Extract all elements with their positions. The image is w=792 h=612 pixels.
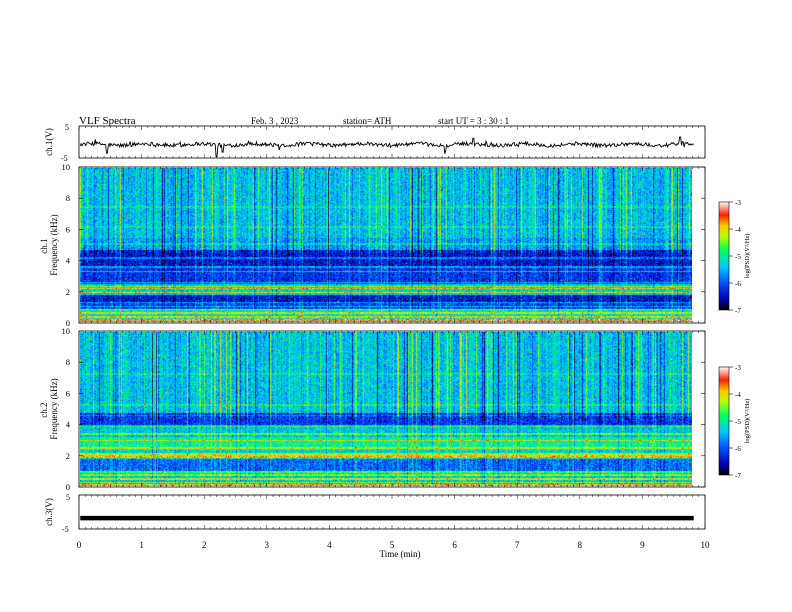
frequency-tick-label-4: 4 [66, 256, 71, 266]
time-tick-label-10: 10 [701, 540, 711, 550]
ch1-spectrogram-ticks [78, 167, 706, 323]
figure-title: VLF Spectra [79, 115, 136, 127]
ch1-channel-label: ch.1 [39, 239, 49, 254]
time-tick-label-8: 8 [578, 540, 583, 550]
colorbar-tick-label--5: -5 [735, 418, 741, 426]
ch1-frequency-unit-label: Frequency (kHz) [49, 214, 59, 275]
ch2-spectrogram-ticks [78, 331, 706, 487]
date-label: Feb. 3 , 2023 [251, 116, 299, 126]
ch2-frequency-tick-labels: 0 2 4 6 8 10 [62, 326, 705, 492]
colorbar-tick-label--5: -5 [735, 253, 741, 261]
ch2-frequency-ylabel: ch.2 Frequency (kHz) [39, 378, 59, 439]
frequency-tick-label-6: 6 [66, 224, 70, 234]
ch3-waveform-ylabel: ch.3(V) [44, 498, 54, 526]
ch3-ytick-top: 5 [66, 493, 70, 502]
colorbar-tick-label--4: -4 [735, 391, 741, 399]
ch1-ytick-bottom: -5 [61, 154, 68, 163]
frequency-tick-label-4: 4 [66, 420, 71, 430]
colorbar-tick-label--7: -7 [735, 307, 741, 315]
time-axis: 0 1 2 3 4 5 6 7 8 9 10 [77, 540, 710, 550]
ch1-waveform-ticks [78, 126, 706, 158]
ch1-frequency-tick-labels: 0 2 4 6 8 10 [62, 162, 705, 328]
frequency-tick-label-8: 8 [66, 357, 70, 367]
frequency-tick-label-8: 8 [66, 193, 70, 203]
ch3-waveform-panel: 5 -5 ch.3(V) [44, 493, 706, 534]
ch2-spectrogram-heatmap [80, 332, 692, 486]
frequency-tick-label-2: 2 [66, 287, 70, 297]
time-tick-label-4: 4 [327, 540, 332, 550]
colorbar-tick-label--4: -4 [735, 226, 741, 234]
time-tick-label-3: 3 [265, 540, 270, 550]
ch1-waveform-ylabel: ch.1(V) [44, 128, 54, 156]
colorbar-tick-label--7: -7 [735, 472, 741, 480]
time-tick-label-2: 2 [202, 540, 207, 550]
station-label: station= ATH [343, 116, 392, 126]
ch2-colorbar [718, 366, 730, 476]
colorbar-tick-label--3: -3 [735, 364, 741, 372]
frequency-tick-label-2: 2 [66, 451, 70, 461]
colorbar-tick-label--6: -6 [735, 445, 741, 453]
ch1-colorbar-ticks: -3 -4 -5 -6 -7 [729, 199, 741, 315]
ch2-frequency-unit-label: Frequency (kHz) [49, 378, 59, 439]
ch2-colorbar-ticks: -3 -4 -5 -6 -7 [729, 364, 741, 480]
time-tick-label-5: 5 [390, 540, 395, 550]
frequency-tick-label-0: 0 [66, 482, 70, 492]
time-tick-label-7: 7 [515, 540, 520, 550]
colorbar-tick-label--3: -3 [735, 199, 741, 207]
frequency-tick-label-0: 0 [66, 318, 70, 328]
colorbar-tick-label--6: -6 [735, 280, 741, 288]
ch3-waveform-ticks [78, 495, 706, 529]
ch1-waveform-trace [79, 136, 694, 158]
time-tick-label-6: 6 [452, 540, 457, 550]
time-axis-label: Time (min) [380, 549, 421, 559]
ch3-ytick-bottom: -5 [62, 525, 69, 534]
ch1-waveform-panel: 5 -5 ch.1(V) [44, 123, 706, 163]
ch2-colorbar-label: log(PSD)(V²/Hz) [744, 399, 751, 444]
start-ut-label: start UT = 3 : 30 : 1 [438, 116, 509, 126]
ch1-frequency-ylabel: ch.1 Frequency (kHz) [39, 214, 59, 275]
frequency-tick-label-10: 10 [62, 326, 71, 336]
ch1-spectrogram-heatmap [80, 168, 692, 322]
frequency-tick-label-10: 10 [62, 162, 71, 172]
ch1-ytick-top: 5 [65, 123, 69, 132]
ch1-colorbar [718, 201, 730, 311]
ch2-channel-label: ch.2 [39, 403, 49, 418]
time-tick-label-9: 9 [640, 540, 645, 550]
ch1-colorbar-label: log(PSD)(V²/Hz) [744, 234, 751, 279]
frequency-tick-label-6: 6 [66, 388, 70, 398]
time-tick-label-0: 0 [77, 540, 82, 550]
time-tick-label-1: 1 [139, 540, 144, 550]
